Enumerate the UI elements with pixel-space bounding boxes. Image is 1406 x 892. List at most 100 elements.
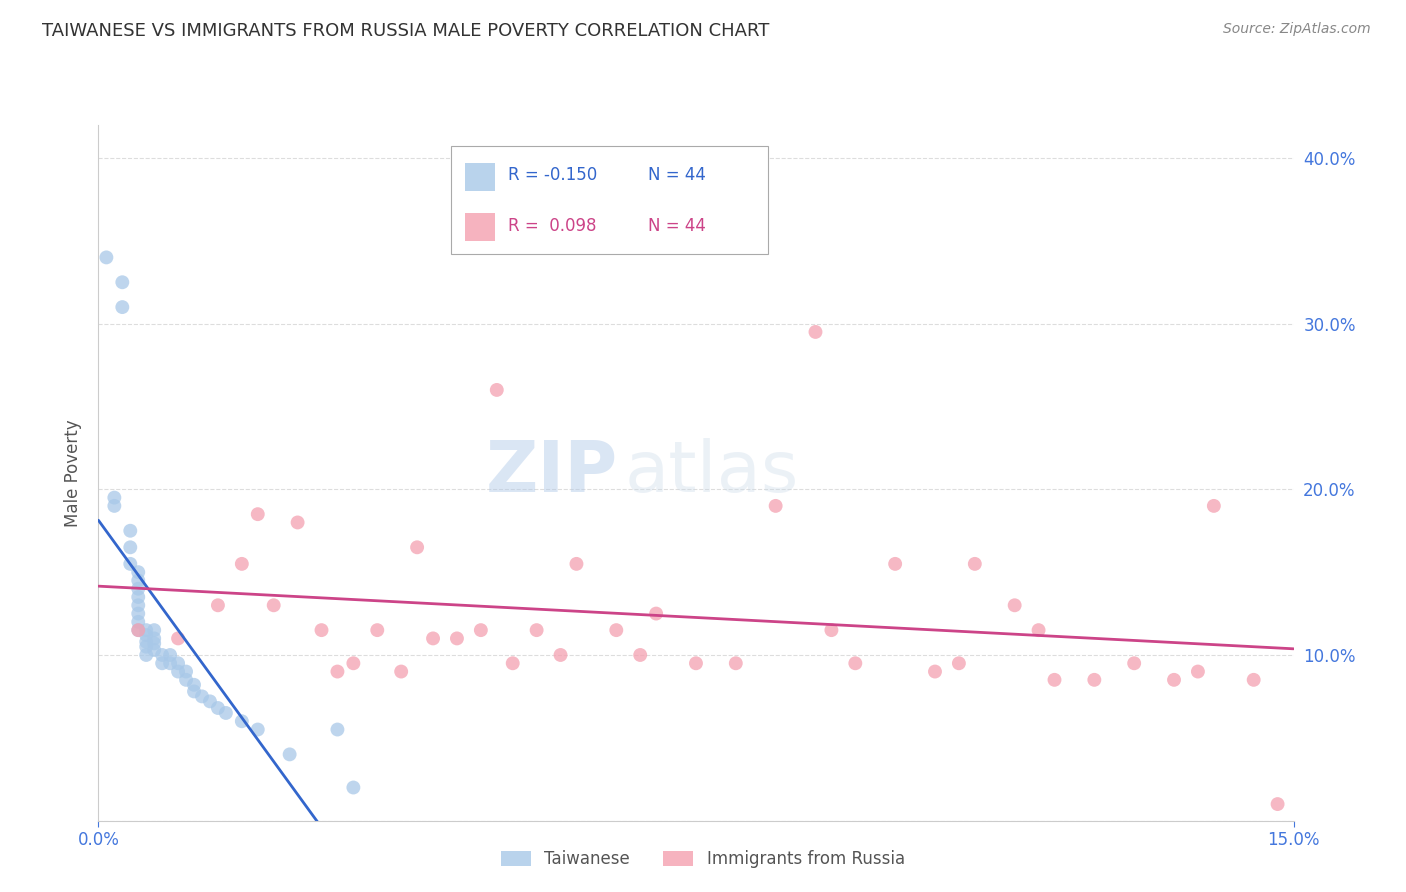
Point [1163,673,1185,687]
Point [1202,499,1225,513]
Point [174,665,197,679]
Point [1004,599,1026,613]
Point [231,557,253,571]
Point [963,557,986,571]
Point [1187,665,1209,679]
Point [127,599,149,613]
Point [143,623,166,637]
Point [111,275,134,289]
Point [1123,657,1146,671]
Point [246,507,269,521]
Point [135,640,157,654]
Point [470,623,492,637]
Point [167,665,190,679]
Point [150,657,173,671]
Point [127,623,149,637]
Text: atlas: atlas [624,438,799,508]
Text: N = 44: N = 44 [648,217,706,235]
Point [127,607,149,621]
Point [120,557,142,571]
Point [526,623,548,637]
Point [389,665,412,679]
Point [326,723,349,737]
Point [183,678,205,692]
Point [422,632,444,646]
Point [263,599,285,613]
Point [159,657,181,671]
Point [724,657,747,671]
Point [174,673,197,687]
FancyBboxPatch shape [465,213,495,241]
FancyBboxPatch shape [451,145,768,253]
Point [231,714,253,729]
Point [565,557,588,571]
Legend: Taiwanese, Immigrants from Russia: Taiwanese, Immigrants from Russia [495,844,911,875]
Point [120,541,142,555]
Point [765,499,787,513]
Point [628,648,651,662]
Point [446,632,468,646]
Point [311,623,333,637]
Point [167,632,190,646]
Point [127,574,149,588]
Point [207,701,229,715]
Point [191,690,214,704]
Point [111,300,134,314]
Point [103,491,125,505]
Point [1028,623,1050,637]
Point [246,723,269,737]
Point [406,541,429,555]
Point [550,648,572,662]
Point [884,557,907,571]
Point [135,623,157,637]
Point [167,657,190,671]
Text: N = 44: N = 44 [648,166,706,184]
Point [844,657,866,671]
Point [183,684,205,698]
Point [605,623,627,637]
Point [924,665,946,679]
Point [127,590,149,604]
Point [820,623,842,637]
Point [278,747,301,762]
Point [1243,673,1265,687]
Point [485,383,508,397]
Point [287,516,309,530]
Text: R = -0.150: R = -0.150 [509,166,598,184]
Point [103,499,125,513]
Point [804,325,827,339]
Point [135,634,157,648]
Point [342,657,364,671]
Point [143,643,166,657]
Text: TAIWANESE VS IMMIGRANTS FROM RUSSIA MALE POVERTY CORRELATION CHART: TAIWANESE VS IMMIGRANTS FROM RUSSIA MALE… [42,22,769,40]
Point [127,623,149,637]
Point [143,632,166,646]
Point [127,615,149,629]
FancyBboxPatch shape [465,163,495,191]
Point [645,607,668,621]
Text: ZIP: ZIP [486,438,619,508]
Point [96,251,118,265]
Point [502,657,524,671]
Text: R =  0.098: R = 0.098 [509,217,596,235]
Point [1267,797,1289,811]
Point [342,780,364,795]
Point [366,623,388,637]
Point [127,582,149,596]
Text: Source: ZipAtlas.com: Source: ZipAtlas.com [1223,22,1371,37]
Point [215,706,238,720]
Y-axis label: Male Poverty: Male Poverty [65,419,83,526]
Point [1083,673,1105,687]
Point [207,599,229,613]
Point [159,648,181,662]
Point [143,636,166,650]
Point [135,648,157,662]
Point [198,694,221,708]
Point [127,565,149,579]
Point [1043,673,1066,687]
Point [150,648,173,662]
Point [685,657,707,671]
Point [135,628,157,642]
Point [948,657,970,671]
Point [120,524,142,538]
